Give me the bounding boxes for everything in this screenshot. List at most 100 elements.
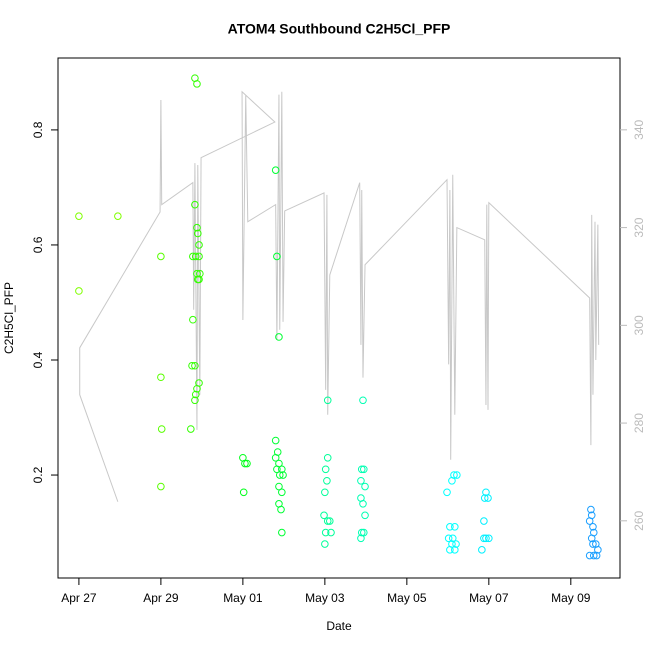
data-point xyxy=(357,528,366,537)
data-point xyxy=(323,396,332,405)
data-point xyxy=(321,465,330,474)
data-point xyxy=(75,212,83,220)
data-point xyxy=(444,534,453,543)
y-tick-label: 0.4 xyxy=(31,351,45,368)
y2-tick-label: 320 xyxy=(632,217,646,237)
data-point xyxy=(243,459,251,468)
y2-tick-label: 340 xyxy=(632,120,646,140)
data-point xyxy=(480,534,488,543)
x-tick-label: Apr 29 xyxy=(143,591,179,605)
data-point xyxy=(446,546,454,554)
data-point xyxy=(195,275,203,284)
data-point xyxy=(75,287,83,295)
y-tick-label: 0.6 xyxy=(31,236,45,253)
data-point xyxy=(191,390,200,399)
data-point xyxy=(191,361,199,370)
data-point xyxy=(157,482,165,491)
data-point xyxy=(241,459,249,468)
data-point xyxy=(323,453,332,462)
x-tick-label: May 05 xyxy=(387,591,427,605)
data-point xyxy=(187,425,195,433)
data-point xyxy=(484,494,492,502)
data-point xyxy=(585,517,594,525)
data-point xyxy=(271,166,280,174)
data-point xyxy=(587,505,595,514)
data-point xyxy=(451,546,459,554)
data-point xyxy=(273,252,281,261)
x-tick-label: May 09 xyxy=(551,591,591,605)
data-point xyxy=(480,494,489,502)
series-line xyxy=(79,90,600,502)
data-point xyxy=(191,252,200,261)
data-point xyxy=(357,476,365,485)
data-point xyxy=(585,551,594,560)
data-point xyxy=(589,540,597,548)
data-point xyxy=(357,465,366,474)
data-point xyxy=(587,534,596,543)
y-tick-label: 0.8 xyxy=(31,121,45,138)
data-point xyxy=(480,517,488,525)
data-point xyxy=(275,333,283,341)
data-point xyxy=(360,465,368,474)
data-point xyxy=(359,499,367,508)
data-point xyxy=(191,396,199,405)
x-tick-label: May 03 xyxy=(305,591,345,605)
data-point xyxy=(196,269,204,278)
data-point xyxy=(361,482,369,491)
data-point xyxy=(195,241,203,249)
data-point xyxy=(193,229,202,238)
y2-tick-label: 300 xyxy=(632,315,646,335)
data-point xyxy=(357,534,365,543)
data-point xyxy=(277,505,285,514)
data-point xyxy=(320,511,328,520)
data-point xyxy=(271,453,280,462)
data-point xyxy=(450,471,458,479)
y-axis-label: C2H5Cl_PFP xyxy=(2,282,16,354)
data-point xyxy=(193,223,201,232)
y2-tick-label: 280 xyxy=(632,413,646,433)
data-point xyxy=(443,488,451,497)
data-point xyxy=(278,488,286,497)
data-point xyxy=(448,534,457,543)
data-point xyxy=(323,476,331,485)
data-point xyxy=(451,523,459,531)
data-point xyxy=(271,436,280,445)
data-point xyxy=(114,212,122,220)
data-point xyxy=(592,551,601,560)
data-point xyxy=(327,528,335,537)
data-point xyxy=(157,373,165,382)
x-tick-label: May 01 xyxy=(223,591,263,605)
data-point xyxy=(321,488,329,497)
data-point xyxy=(453,471,461,479)
data-point xyxy=(157,425,166,433)
plot-frame xyxy=(57,57,621,579)
data-point xyxy=(446,523,454,531)
data-point xyxy=(278,465,286,474)
data-point xyxy=(279,471,287,479)
y2-tick-label: 260 xyxy=(632,510,646,530)
data-point xyxy=(478,546,486,554)
data-point xyxy=(589,523,597,531)
x-tick-label: May 07 xyxy=(469,591,509,605)
data-point xyxy=(361,511,369,520)
data-point xyxy=(485,534,493,543)
y-tick-label: 0.2 xyxy=(31,466,45,483)
data-point xyxy=(195,379,203,387)
data-point xyxy=(323,517,332,525)
data-point xyxy=(359,396,367,405)
data-point xyxy=(189,315,197,324)
data-point xyxy=(321,540,329,548)
x-tick-label: Apr 27 xyxy=(61,591,97,605)
data-point xyxy=(195,252,203,261)
x-axis-label: Date xyxy=(326,619,352,633)
data-point xyxy=(191,200,199,209)
data-point xyxy=(594,546,602,554)
data-point xyxy=(321,528,330,537)
data-point xyxy=(157,252,165,261)
data-point xyxy=(278,528,286,537)
data-point xyxy=(325,517,334,525)
data-point xyxy=(589,551,598,560)
chart-title: ATOM4 Southbound C2H5Cl_PFP xyxy=(228,21,451,37)
